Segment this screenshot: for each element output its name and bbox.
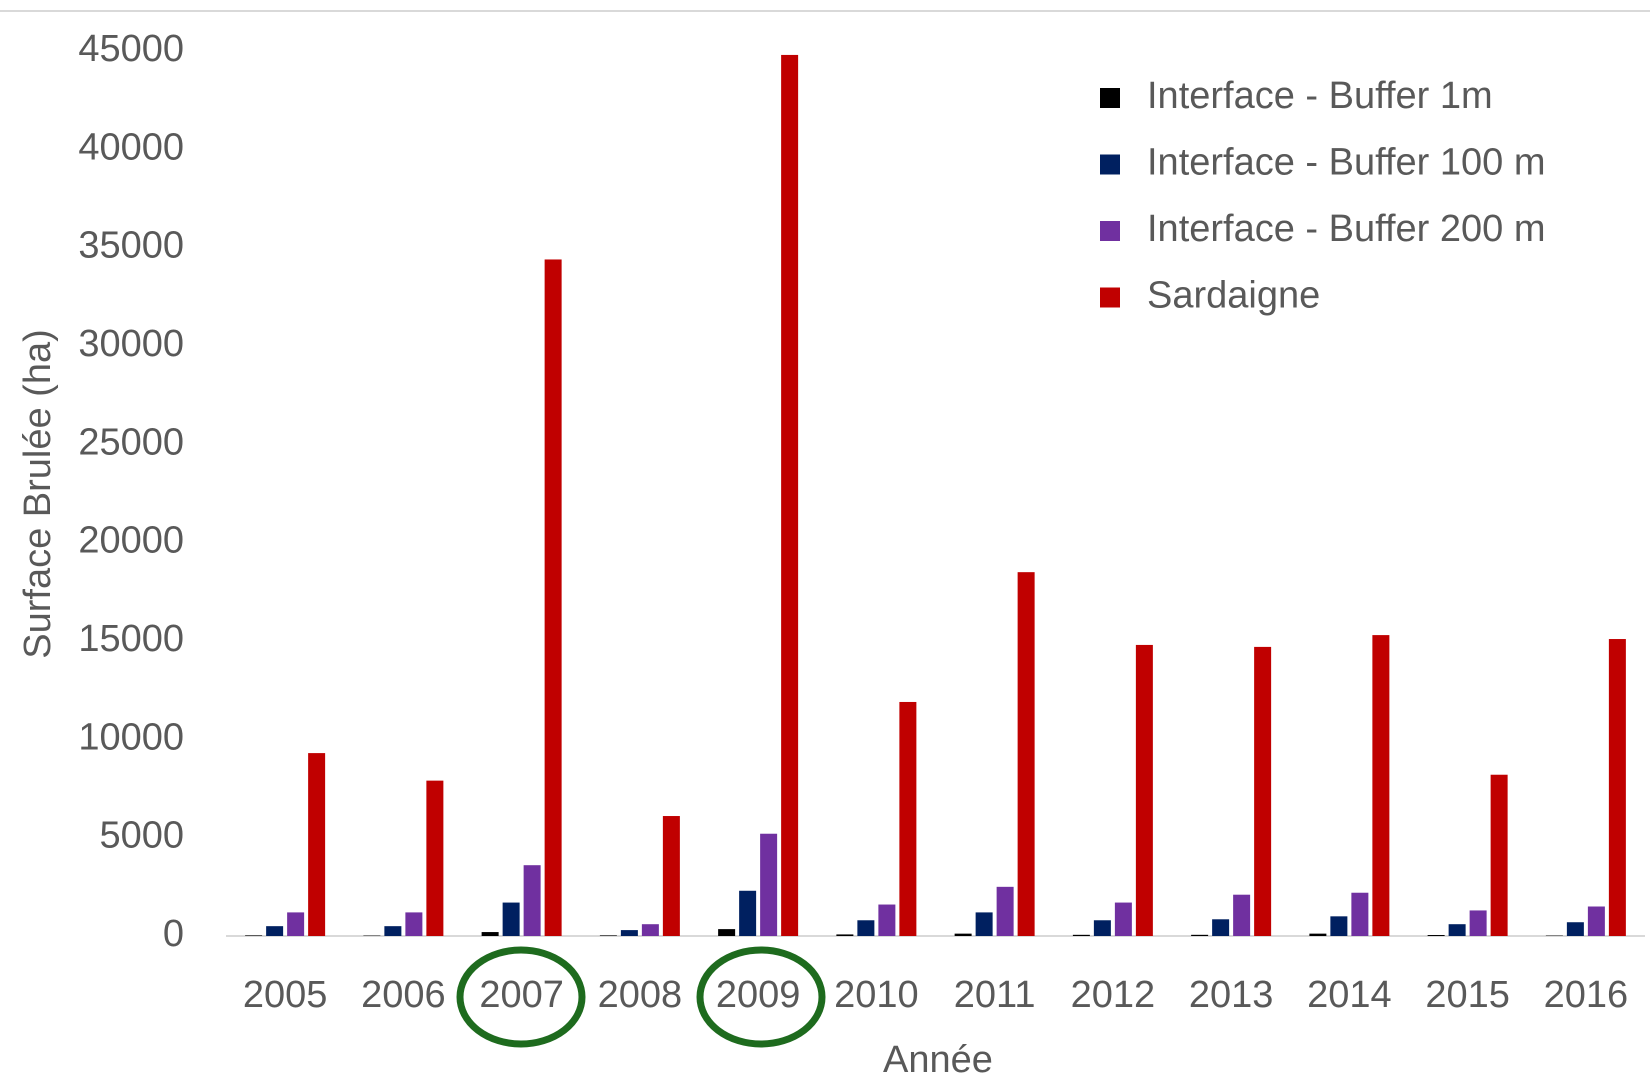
legend-swatch	[1100, 88, 1120, 108]
bar	[384, 926, 402, 936]
bar	[781, 54, 799, 936]
bar	[1135, 644, 1153, 936]
bar	[1233, 894, 1251, 936]
highlight-circle	[456, 946, 586, 1048]
bar	[1212, 919, 1230, 936]
bar	[857, 920, 875, 936]
bar	[1448, 924, 1466, 936]
bar	[287, 912, 305, 936]
bar	[899, 701, 917, 936]
bar	[620, 930, 638, 936]
bar	[481, 932, 499, 936]
bar	[1254, 646, 1272, 936]
bar	[1191, 934, 1209, 936]
legend-label: Interface - Buffer 100 m	[1147, 142, 1546, 184]
x-tick-label: 2014	[1307, 974, 1392, 1016]
bar	[996, 886, 1014, 936]
x-tick-label: 2009	[716, 974, 801, 1016]
x-tick-label: 2013	[1189, 974, 1274, 1016]
bar	[308, 753, 326, 936]
bar	[405, 912, 423, 936]
legend-label: Interface - Buffer 1m	[1147, 75, 1493, 117]
bar	[878, 904, 896, 936]
bar	[1114, 902, 1132, 936]
highlight-circle	[696, 946, 826, 1048]
y-tick-label: 25000	[78, 421, 184, 463]
bar	[641, 924, 659, 936]
bar	[836, 934, 854, 936]
bar	[426, 780, 444, 936]
y-tick-label: 20000	[78, 520, 184, 562]
bar	[1469, 910, 1487, 936]
x-tick-label: 2015	[1425, 974, 1510, 1016]
x-tick-label: 2011	[954, 974, 1036, 1016]
bar	[1427, 935, 1445, 936]
y-tick-label: 0	[163, 913, 184, 955]
x-tick-label: 2007	[479, 974, 564, 1016]
legend-swatch	[1100, 221, 1120, 241]
x-tick-label: 2006	[361, 974, 446, 1016]
bar	[1072, 934, 1090, 936]
bar	[1587, 906, 1605, 936]
y-tick-label: 30000	[78, 323, 184, 365]
bar	[760, 833, 778, 936]
bar	[1309, 933, 1327, 936]
bar	[544, 259, 562, 936]
bar	[739, 890, 757, 936]
legend-swatch	[1100, 287, 1120, 308]
x-tick-label: 2012	[1071, 974, 1156, 1016]
y-tick-label: 40000	[78, 126, 184, 168]
bar	[954, 933, 972, 936]
y-tick-label: 45000	[78, 28, 184, 70]
bar	[523, 865, 541, 936]
y-tick-label: 15000	[78, 618, 184, 660]
bar	[1490, 774, 1508, 936]
bar	[245, 935, 263, 936]
bar	[1372, 635, 1390, 936]
x-axis-title: Année	[883, 1039, 993, 1081]
x-tick-label: 2016	[1544, 974, 1629, 1016]
legend-label: Interface - Buffer 200 m	[1147, 208, 1546, 250]
y-axis-title: Surface Brulée (ha)	[17, 329, 59, 659]
bar	[266, 926, 284, 936]
bar	[662, 816, 680, 936]
legend-label: Sardaigne	[1147, 275, 1320, 317]
bar	[1566, 922, 1584, 936]
bar	[975, 912, 993, 936]
x-tick-label: 2005	[243, 974, 328, 1016]
bar	[1351, 892, 1369, 936]
bar	[599, 935, 617, 936]
bar	[1093, 920, 1111, 936]
y-tick-label: 10000	[78, 716, 184, 758]
bar	[1017, 572, 1035, 936]
x-tick-label: 2008	[598, 974, 683, 1016]
y-tick-label: 35000	[78, 225, 184, 267]
legend-swatch	[1100, 154, 1120, 175]
bar	[502, 902, 520, 936]
bar	[1330, 916, 1348, 936]
x-tick-label: 2010	[834, 974, 919, 1016]
bar	[1608, 639, 1626, 936]
bar	[718, 929, 736, 936]
y-tick-label: 5000	[99, 815, 184, 857]
